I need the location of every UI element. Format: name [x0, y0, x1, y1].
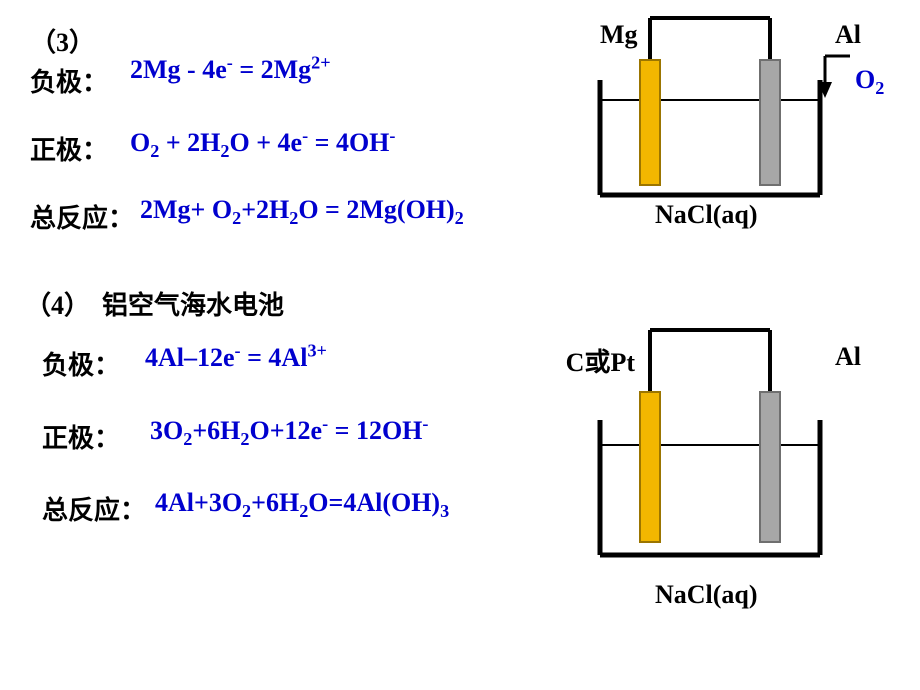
label-solution-4: NaCl(aq) [655, 580, 758, 610]
eq-negative-3: 2Mg - 4e- = 2Mg2+ [130, 55, 331, 85]
eq-overall-3: 2Mg+ O2+2H2O = 2Mg(OH)2 [140, 195, 464, 225]
row-overall-4: 总反应： [42, 490, 146, 527]
label-positive-4: 正极： [42, 424, 120, 453]
eq-text: 4Al+3O2+6H2O=4Al(OH)3 [155, 488, 449, 517]
label-positive: 正极： [30, 136, 108, 165]
row-negative-4: 负极： [42, 345, 120, 382]
row-positive-3: 正极： [30, 130, 108, 167]
eq-text: 3O2+6H2O+12e- = 12OH- [150, 416, 428, 445]
label-o2: O2 [855, 65, 884, 95]
row-negative-3: 负极： [30, 62, 108, 99]
section-number-4: （4） [25, 291, 90, 320]
label-al-4: Al [835, 342, 861, 372]
label-cpt: C或Pt [545, 342, 635, 379]
label-mg: Mg [600, 20, 638, 50]
eq-overall-4: 4Al+3O2+6H2O=4Al(OH)3 [155, 488, 449, 518]
section-title-4: 铝空气海水电池 [102, 291, 284, 320]
eq-text: 2Mg - 4e- = 2Mg2+ [130, 55, 331, 84]
diagram-cell-4: C或Pt Al NaCl(aq) [565, 320, 885, 620]
eq-positive-3: O2 + 2H2O + 4e- = 4OH- [130, 128, 395, 158]
eq-positive-4: 3O2+6H2O+12e- = 12OH- [150, 416, 428, 446]
eq-text: O2 + 2H2O + 4e- = 4OH- [130, 128, 395, 157]
label-solution-3: NaCl(aq) [655, 200, 758, 230]
eq-text: 2Mg+ O2+2H2O = 2Mg(OH)2 [140, 195, 464, 224]
eq-negative-4: 4Al–12e- = 4Al3+ [145, 343, 327, 373]
section-number-text: （3） [30, 28, 95, 57]
label-negative: 负极： [30, 68, 108, 97]
eq-text: 4Al–12e- = 4Al3+ [145, 343, 327, 372]
row-positive-4: 正极： [42, 418, 120, 455]
diagram-cell-3: Mg Al O2 NaCl(aq) [565, 10, 885, 240]
section-3-number: （3） [30, 22, 95, 59]
label-al: Al [835, 20, 861, 50]
section-4-header: （4） 铝空气海水电池 [25, 285, 284, 322]
label-negative-4: 负极： [42, 351, 120, 380]
row-overall-3: 总反应： [30, 198, 134, 235]
label-overall: 总反应： [30, 204, 134, 233]
label-overall-4: 总反应： [42, 496, 146, 525]
